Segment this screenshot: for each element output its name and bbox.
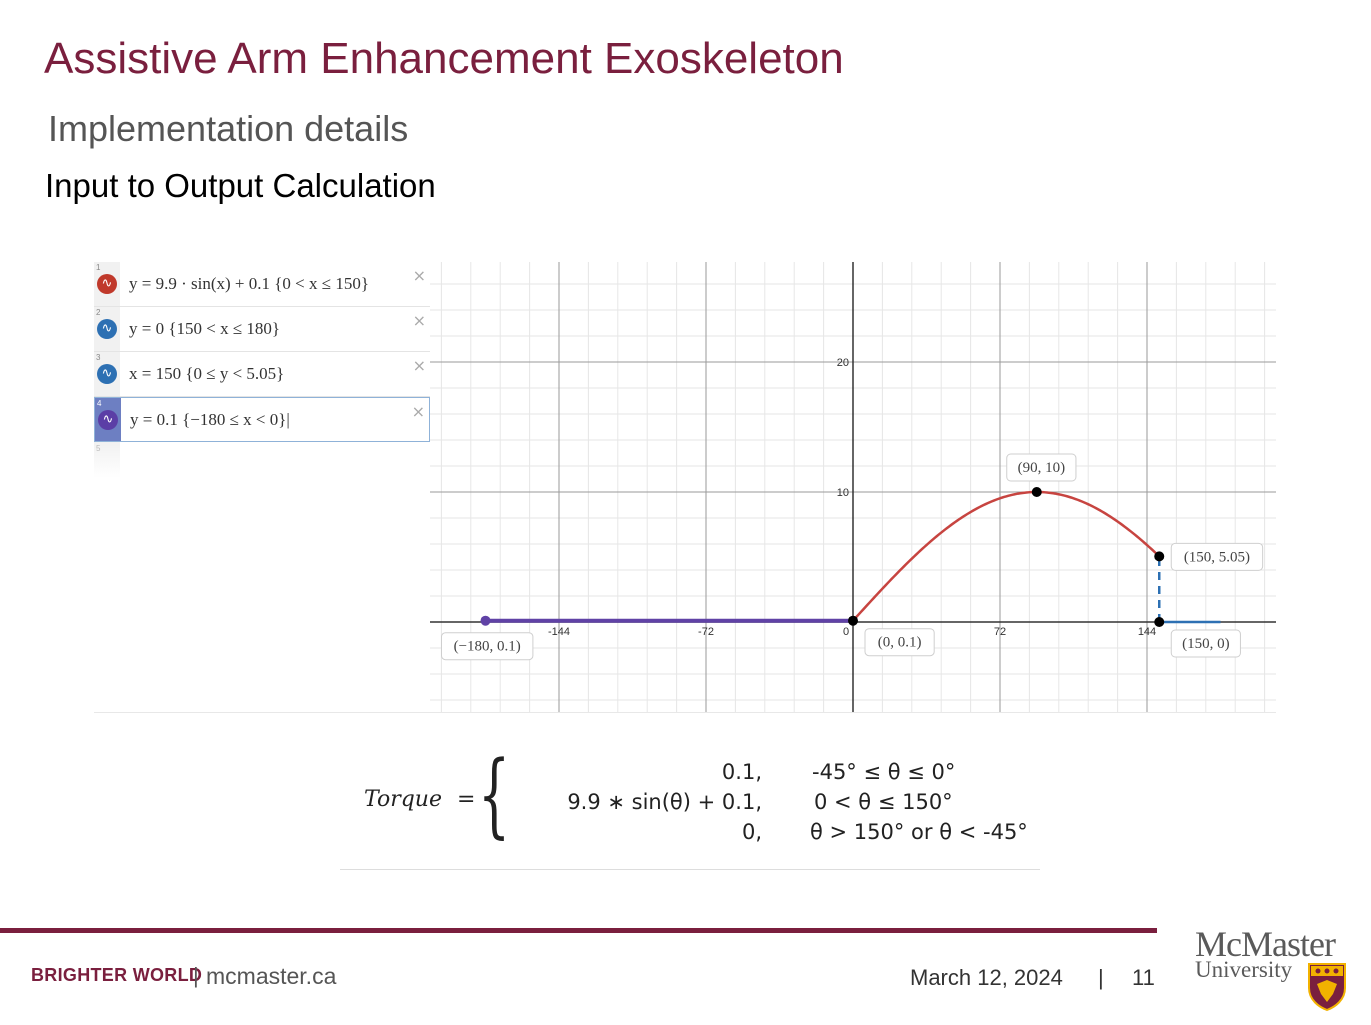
data-point <box>1154 551 1165 562</box>
page-number: 11 <box>1132 965 1155 990</box>
expression-list: 1 ∿ y = 9.9 · sin(x) + 0.1 {0 < x ≤ 150}… <box>94 262 430 712</box>
slide-title: Assistive Arm Enhancement Exoskeleton <box>44 34 844 83</box>
logo-text-university: University <box>1195 957 1293 982</box>
points-layer: (−180, 0.1) (0, 0.1) (90, 10) (150, 5.05) (1… <box>441 453 1264 661</box>
expression-input[interactable]: y = 0.1 {−180 ≤ x < 0}| <box>130 410 290 429</box>
case-condition-1: -45° ≤ θ ≤ 0° <box>812 760 956 784</box>
sine-wave-icon[interactable]: ∿ <box>97 364 117 384</box>
y-tick-label: 10 <box>837 487 849 499</box>
expression-number: 3 <box>96 353 101 362</box>
footer-pipe: | <box>1098 965 1104 990</box>
axes <box>430 262 1276 712</box>
point-label-box <box>1006 453 1077 482</box>
series-layer <box>485 490 1221 624</box>
point-label-box <box>1170 542 1264 571</box>
logo-text-mcmaster: McMaster <box>1195 924 1336 964</box>
point-label-box <box>441 632 534 661</box>
data-point <box>480 615 491 626</box>
sine-wave-icon[interactable]: ∿ <box>97 319 117 339</box>
point-label-box <box>864 628 935 657</box>
data-point <box>1154 617 1165 627</box>
case-condition-2: 0 < θ ≤ 150° <box>814 790 953 814</box>
footer-separator: | <box>193 963 199 988</box>
footer-bar <box>0 928 1157 933</box>
data-point <box>1031 487 1042 497</box>
case-value-1: 0.1, <box>721 760 762 784</box>
y-tick-label: 20 <box>837 357 849 369</box>
close-icon[interactable]: × <box>412 311 426 330</box>
close-icon[interactable]: × <box>412 266 426 285</box>
sine-wave-icon[interactable]: ∿ <box>98 410 118 430</box>
close-icon[interactable]: × <box>412 356 426 375</box>
x-tick-label: 72 <box>994 626 1006 638</box>
expression-number: 1 <box>96 263 101 272</box>
slide-date: March 12, 2024 <box>910 965 1063 990</box>
case-condition-3: θ > 150° or θ < -45° <box>810 820 1028 844</box>
case-value-3: 0, <box>741 820 762 844</box>
x-tick-label: 0 <box>843 626 849 638</box>
expression-text[interactable]: y = 0 {150 < x ≤ 180} <box>129 319 281 338</box>
website-link[interactable]: mcmaster.ca <box>206 963 337 989</box>
point-label-box <box>1170 629 1241 658</box>
torque-formula: Torque = { 0.1, -45° ≤ θ ≤ 0° 9.9 ∗ sin(… <box>340 749 1040 869</box>
point-label: (0, 0.1) <box>878 635 922 651</box>
slide-subtitle: Implementation details <box>48 108 409 149</box>
sine-wave-icon[interactable]: ∿ <box>97 274 117 294</box>
x-tick-label: -144 <box>548 626 570 638</box>
close-icon[interactable]: × <box>411 402 425 421</box>
series-line-1 <box>852 490 1161 622</box>
formula-brace: { <box>478 741 511 848</box>
point-label: (150, 5.05) <box>1184 549 1250 565</box>
brand-text: BRIGHTER WORLD <box>31 965 203 985</box>
point-label: (90, 10) <box>1018 460 1066 476</box>
expression-row-4[interactable]: 4 ∿ y = 0.1 {−180 ≤ x < 0}| × <box>94 397 430 442</box>
crest-icon <box>1308 963 1346 1012</box>
expression-text[interactable]: x = 150 {0 ≤ y < 5.05} <box>129 364 285 383</box>
section-heading: Input to Output Calculation <box>45 167 436 204</box>
case-value-2: 9.9 ∗ sin(θ) + 0.1, <box>567 790 762 814</box>
expression-row-3[interactable]: 3 ∿ x = 150 {0 ≤ y < 5.05} × <box>94 352 430 397</box>
x-tick-label: 144 <box>1138 626 1156 638</box>
data-point <box>848 615 858 626</box>
formula-label: Torque <box>364 787 442 812</box>
expression-number-new[interactable]: 5 <box>96 444 101 453</box>
tick-labels: -144 -72 0 72 144 10 20 <box>548 357 1156 638</box>
expression-number: 2 <box>96 308 101 317</box>
expression-row-2[interactable]: 2 ∿ y = 0 {150 < x ≤ 180} × <box>94 307 430 352</box>
point-label: (−180, 0.1) <box>454 639 521 655</box>
expression-number: 4 <box>97 399 102 408</box>
formula-equals: = <box>457 787 476 812</box>
point-label: (150, 0) <box>1182 636 1230 652</box>
expression-row-1[interactable]: 1 ∿ y = 9.9 · sin(x) + 0.1 {0 < x ≤ 150}… <box>94 262 430 307</box>
x-tick-label: -72 <box>698 626 714 638</box>
expression-text[interactable]: y = 9.9 · sin(x) + 0.1 {0 < x ≤ 150} <box>129 274 369 293</box>
graph-canvas[interactable]: -144 -72 0 72 144 10 20 (−180, 0.1) (0, 0.1) (90… <box>430 262 1276 712</box>
